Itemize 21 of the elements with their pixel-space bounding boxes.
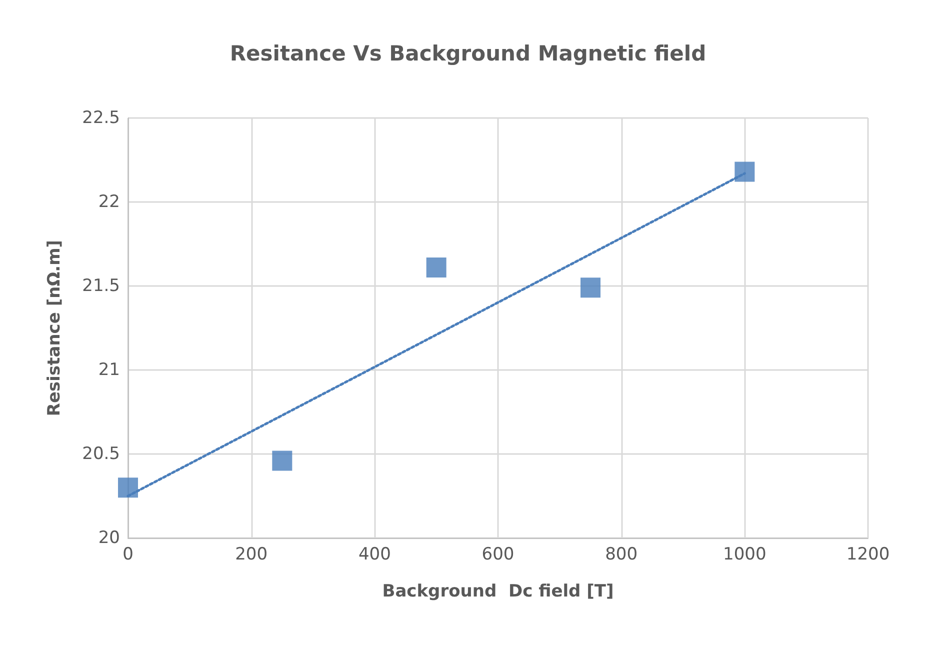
x-tick-label: 1000: [723, 544, 766, 564]
y-tick-label: 22: [98, 192, 120, 212]
x-tick-label: 400: [358, 544, 391, 564]
x-axis-title: Background Dc field [T]: [382, 582, 614, 602]
x-tick-label: 0: [122, 544, 134, 564]
x-tick-label: 200: [235, 544, 268, 564]
point: [426, 258, 446, 278]
y-tick-label: 22.5: [82, 108, 120, 128]
x-tick-label: 800: [605, 544, 638, 564]
y-tick-label: 20: [98, 528, 120, 548]
y-tick-label: 21: [98, 360, 120, 380]
point: [580, 278, 600, 298]
point: [118, 478, 138, 498]
y-tick-label: 20.5: [82, 444, 120, 464]
x-tick-label: 1200: [846, 544, 890, 564]
y-axis-title: Resistance [nΩ.m]: [44, 240, 64, 416]
x-tick-label: 600: [482, 544, 514, 564]
y-tick-label: 21.5: [82, 276, 120, 296]
point: [734, 162, 755, 182]
point: [272, 450, 292, 471]
chart-title: Resitance Vs Background Magnetic field: [230, 42, 706, 66]
